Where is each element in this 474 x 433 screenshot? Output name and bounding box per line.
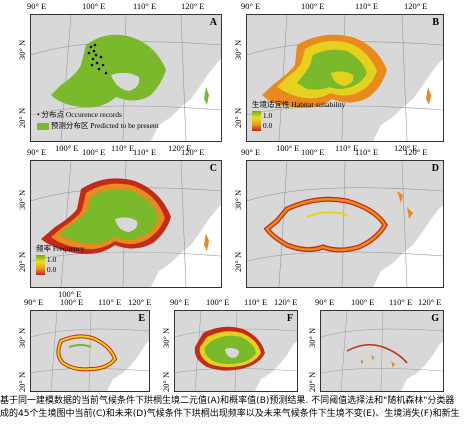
- panel-label: A: [209, 17, 217, 28]
- legend-predicted: 预测分布区 Predicted to be present: [37, 121, 159, 131]
- xtick: 120° E: [168, 143, 192, 153]
- map-panel-a: A • 分布点 Occurence records 预测分布区 Predicte…: [30, 14, 222, 142]
- xtick: 90° E: [315, 297, 335, 307]
- legend-occurrence-label: 分布点 Occurence records: [41, 110, 122, 119]
- xtick: 110° E: [133, 1, 157, 11]
- map-panel-e: E: [30, 310, 150, 392]
- xtick: 120° E: [418, 297, 442, 307]
- figure-caption: 基于同一建模数据的当前气候条件下珙桐生境二元值(A)和概率值(B)预测结果. 不…: [0, 395, 474, 421]
- xtick: 100° E: [206, 297, 230, 307]
- ytick: 20° N: [233, 251, 243, 272]
- gained-area: [346, 344, 408, 364]
- legend-c: 频率 Frequency 1.0 0.0: [36, 244, 85, 276]
- xtick: 110° E: [133, 147, 157, 157]
- ytick: 30° N: [17, 189, 27, 210]
- xtick: 100° E: [60, 297, 84, 307]
- xtick: 120° E: [181, 1, 205, 11]
- map-panel-d: D: [246, 160, 444, 288]
- color-ramp: [36, 255, 45, 276]
- ytick: 20° N: [17, 107, 27, 128]
- xtick: 120° E: [128, 297, 152, 307]
- xtick: 120° E: [404, 147, 428, 157]
- map-a-svg: [31, 15, 221, 141]
- ytick: 30° N: [161, 327, 171, 348]
- sea-area: [151, 59, 221, 141]
- ytick: 30° N: [17, 39, 27, 60]
- xtick: 90° E: [27, 147, 47, 157]
- map-e-svg: [31, 311, 149, 391]
- xtick: 100° E: [58, 289, 82, 299]
- legend-predicted-label: 预测分布区 Predicted to be present: [50, 121, 159, 131]
- xtick: 100° E: [55, 143, 79, 153]
- xtick: 90° E: [24, 297, 44, 307]
- legend-b: 生境适宜性 Habitat suitability 1.0 0.0: [252, 100, 346, 132]
- xtick: 100° E: [301, 147, 325, 157]
- xtick: 100° E: [82, 147, 106, 157]
- panel-label: C: [209, 163, 217, 174]
- map-panel-b: B 生境适宜性 Habitat suitability 1.0 0.0: [246, 14, 444, 142]
- panel-label: E: [138, 313, 145, 324]
- xtick: 110° E: [111, 143, 135, 153]
- color-ramp: [252, 111, 261, 132]
- ytick: 30° N: [233, 39, 243, 60]
- xtick: 110° E: [244, 297, 268, 307]
- ytick: 20° N: [17, 371, 27, 392]
- legend-title: 频率 Frequency: [36, 244, 85, 253]
- caption-line-1: 基于同一建模数据的当前气候条件下珙桐生境二元值(A)和概率值(B)预测结果. 不…: [0, 396, 455, 406]
- predicted-area: [51, 34, 166, 108]
- legend-min: 0.0: [46, 265, 57, 275]
- ytick: 30° N: [307, 327, 317, 348]
- xtick: 100° E: [82, 1, 106, 11]
- xtick: 100° E: [276, 143, 300, 153]
- ytick: 20° N: [17, 251, 27, 272]
- xtick: 90° E: [27, 1, 47, 11]
- xtick: 100° E: [301, 1, 325, 11]
- xtick: 110° E: [389, 297, 413, 307]
- map-panel-f: F: [174, 310, 298, 392]
- occurrence-points: [87, 43, 108, 75]
- ytick: 20° N: [307, 371, 317, 392]
- legend-max: 1.0: [262, 111, 273, 121]
- map-c-svg: [31, 161, 221, 287]
- xtick: 110° E: [98, 297, 122, 307]
- map-b-svg: [247, 15, 443, 141]
- legend-occurrence: • 分布点 Occurence records: [37, 110, 122, 119]
- legend-max: 1.0: [46, 255, 57, 265]
- xtick: 120° E: [394, 143, 418, 153]
- ytick: 30° N: [17, 327, 27, 348]
- legend-title: 生境适宜性 Habitat suitability: [252, 100, 346, 109]
- caption-line-2: 成的45个生境图中当前(C)和未来(D)气候条件下珙桐出现频率以及未来气候条件下…: [0, 409, 460, 419]
- map-panel-c: C 频率 Frequency 1.0 0.0: [30, 160, 222, 288]
- panel-label: D: [431, 163, 439, 174]
- xtick: 120° E: [404, 1, 428, 11]
- map-d-svg: [247, 161, 443, 287]
- xtick: 90° E: [241, 1, 261, 11]
- ytick: 30° N: [233, 189, 243, 210]
- legend-min: 0.0: [262, 121, 273, 131]
- legend-a: • 分布点 Occurence records 预测分布区 Predicted …: [37, 110, 159, 131]
- xtick: 120° E: [181, 147, 205, 157]
- xtick: 90° E: [241, 147, 261, 157]
- panel-label: B: [432, 17, 439, 28]
- ytick: 20° N: [233, 107, 243, 128]
- xtick: 120° E: [274, 297, 298, 307]
- xtick: 110° E: [335, 143, 359, 153]
- xtick: 90° E: [170, 297, 190, 307]
- xtick: 100° E: [351, 297, 375, 307]
- panel-label: F: [286, 313, 293, 324]
- map-g-svg: [321, 311, 443, 391]
- xtick: 110° E: [355, 147, 379, 157]
- ytick: 20° N: [161, 371, 171, 392]
- map-f-svg: [175, 311, 297, 391]
- panel-label: G: [431, 313, 439, 324]
- xtick: 110° E: [355, 1, 379, 11]
- map-panel-g: G: [320, 310, 444, 392]
